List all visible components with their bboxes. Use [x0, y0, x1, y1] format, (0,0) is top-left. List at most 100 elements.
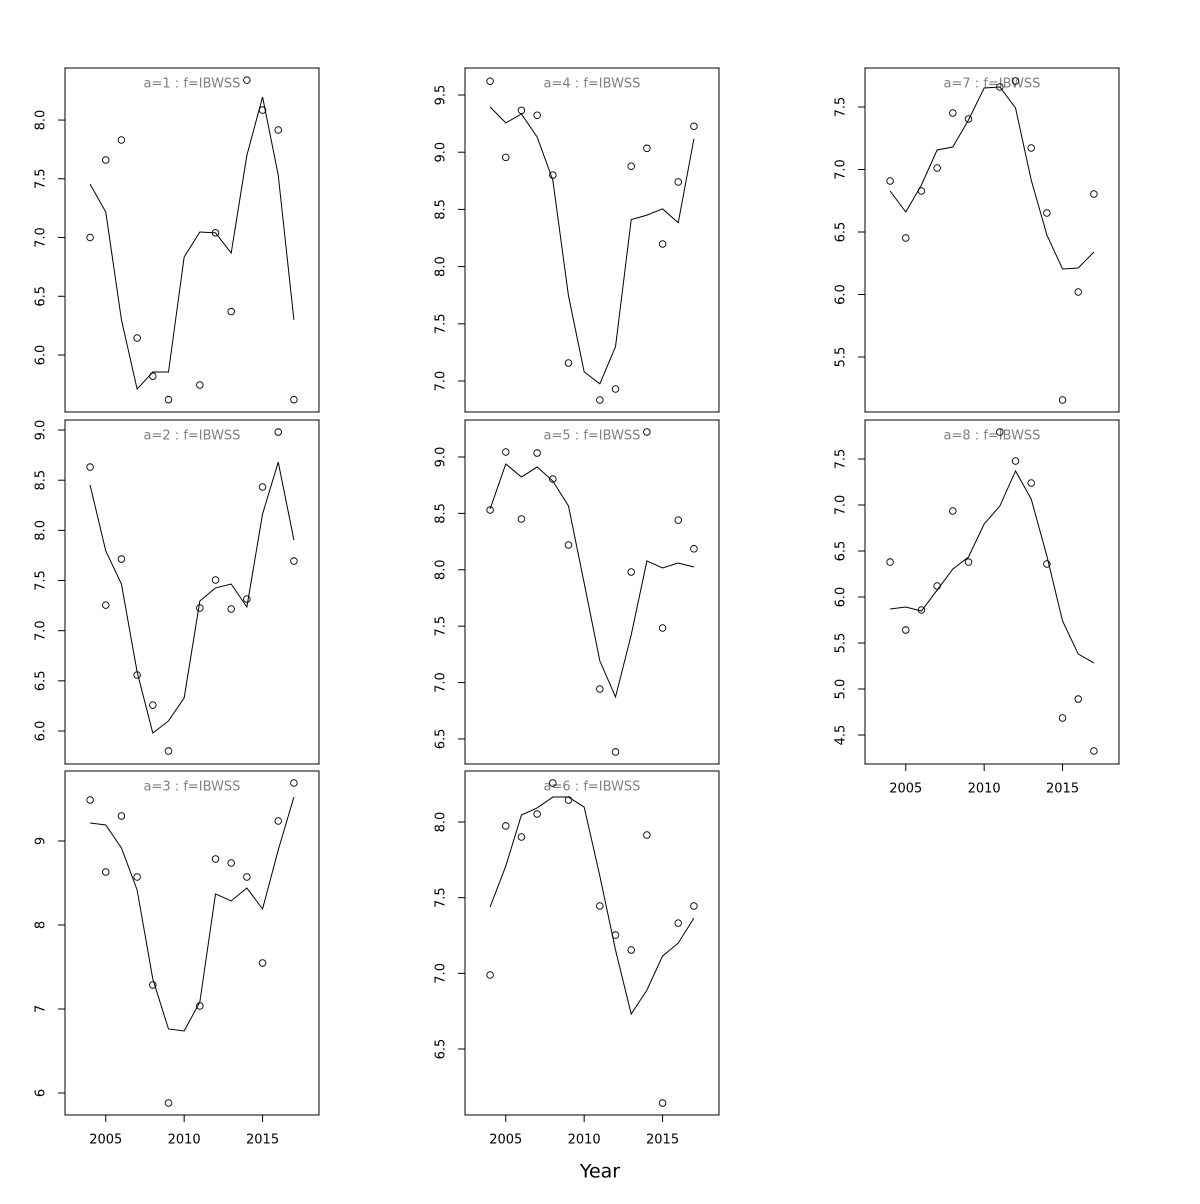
data-point	[502, 153, 510, 162]
data-point	[117, 555, 126, 563]
data-point	[227, 307, 235, 316]
data-point	[196, 604, 204, 612]
y-tick-label: 6.5	[434, 1039, 449, 1060]
y-tick-label: 5.5	[834, 347, 849, 368]
data-point	[274, 428, 282, 436]
data-point	[1090, 190, 1098, 198]
data-point	[627, 946, 635, 954]
data-point	[211, 855, 220, 863]
data-point	[1074, 288, 1082, 296]
data-point	[886, 558, 894, 566]
fitted-line	[89, 96, 295, 391]
data-point	[1011, 77, 1020, 85]
x-tick-label: 2010	[968, 782, 1001, 797]
data-point	[196, 381, 204, 389]
data-point	[133, 873, 141, 881]
y-tick-label: 9.0	[434, 142, 449, 163]
data-point	[117, 812, 126, 820]
fitted-line	[890, 469, 1095, 664]
data-point	[549, 171, 557, 179]
panel-title: a=6 : f=IBWSS	[544, 780, 641, 795]
plot-frame	[464, 770, 720, 1116]
data-point	[258, 959, 267, 967]
y-tick-label: 6.5	[834, 541, 849, 562]
data-point	[243, 873, 251, 881]
plot-frame	[464, 67, 720, 413]
data-point	[902, 234, 910, 242]
data-point	[149, 701, 157, 709]
panel-title: a=8 : f=IBWSS	[944, 429, 1041, 444]
panel: a=1 : f=IBWSS 6.0 6.5 7.0 7.5 8.0	[34, 67, 320, 413]
fitted-line	[489, 463, 695, 699]
y-tick-label: 6.0	[834, 284, 849, 305]
data-point	[149, 981, 157, 989]
y-tick-label: 7.0	[434, 371, 449, 392]
data-point	[949, 109, 957, 117]
data-point	[517, 106, 526, 115]
panel-title: a=3 : f=IBWSS	[144, 780, 241, 795]
data-point	[1027, 479, 1035, 487]
data-point	[290, 395, 298, 404]
panel-title: a=7 : f=IBWSS	[944, 77, 1041, 92]
plot-frame	[64, 419, 320, 765]
x-tick-label: 2010	[168, 1133, 201, 1148]
y-tick-label: 8.0	[34, 110, 49, 131]
panel-title: a=4 : f=IBWSS	[544, 77, 641, 92]
data-point	[658, 240, 667, 248]
panel: a=4 : f=IBWSS 7.0 7.5 8.0 8.5 9.0 9.5	[434, 67, 720, 413]
data-point	[164, 1099, 173, 1107]
data-point	[1011, 457, 1020, 465]
panel: a=5 : f=IBWSS 6.5 7.0 7.5 8.0 8.5 9.0	[434, 419, 720, 765]
data-point	[627, 162, 635, 171]
data-point	[227, 605, 235, 613]
data-point	[486, 77, 494, 86]
y-tick-label: 8.0	[434, 812, 449, 833]
data-point	[902, 626, 910, 634]
data-point	[502, 822, 510, 830]
data-point	[1043, 209, 1051, 217]
y-tick-label: 6.5	[834, 222, 849, 243]
panel: a=2 : f=IBWSS 6.0 6.5 7.0 7.5 8.0 8.5 9.0	[34, 419, 320, 765]
fitted-line	[889, 86, 1095, 270]
data-point	[933, 164, 941, 172]
data-point	[643, 831, 651, 839]
data-point	[643, 144, 651, 153]
x-tick-label: 2010	[568, 1133, 601, 1148]
plot-frame	[864, 67, 1120, 413]
data-point	[86, 796, 94, 804]
data-point	[517, 515, 526, 523]
data-point	[674, 919, 682, 927]
y-tick-label: 7.5	[834, 97, 849, 118]
y-tick-label: 8.0	[34, 520, 49, 541]
panel: a=7 : f=IBWSS 5.5 6.0 6.5 7.0 7.5	[834, 67, 1120, 413]
data-point	[86, 463, 94, 471]
plot-frame	[64, 770, 320, 1116]
y-tick-label: 9.0	[34, 420, 49, 441]
y-tick-label: 7.5	[434, 616, 449, 637]
data-point	[996, 428, 1004, 436]
data-point	[627, 568, 635, 576]
plot-frame	[64, 67, 320, 413]
data-point	[486, 506, 494, 514]
data-point	[643, 428, 651, 436]
data-point	[164, 747, 173, 755]
data-point	[502, 448, 510, 456]
data-point	[564, 359, 573, 367]
x-tick-label: 2015	[246, 1133, 279, 1148]
y-tick-label: 7.0	[434, 963, 449, 984]
data-point	[211, 576, 220, 584]
data-point	[1058, 714, 1067, 722]
data-point	[227, 859, 235, 867]
y-tick-label: 9.0	[434, 447, 449, 468]
y-tick-label: 7.0	[34, 227, 49, 248]
y-tick-label: 7.0	[834, 159, 849, 180]
y-tick-label: 8.5	[434, 199, 449, 220]
panel: a=6 : f=IBWSS 6.5 7.0 7.5 8.0 2005 2010 2015	[434, 770, 720, 1148]
panel: a=3 : f=IBWSS 6 7 8 9 2005 2010 2015	[34, 770, 320, 1148]
y-tick-label: 7.0	[434, 672, 449, 693]
data-point	[533, 111, 541, 119]
data-point	[611, 748, 620, 756]
panel: a=8 : f=IBWSS 4.5 5.0 5.5 6.0 6.5 7.0 7.5 2005 20…	[834, 419, 1120, 797]
data-point	[674, 516, 682, 524]
